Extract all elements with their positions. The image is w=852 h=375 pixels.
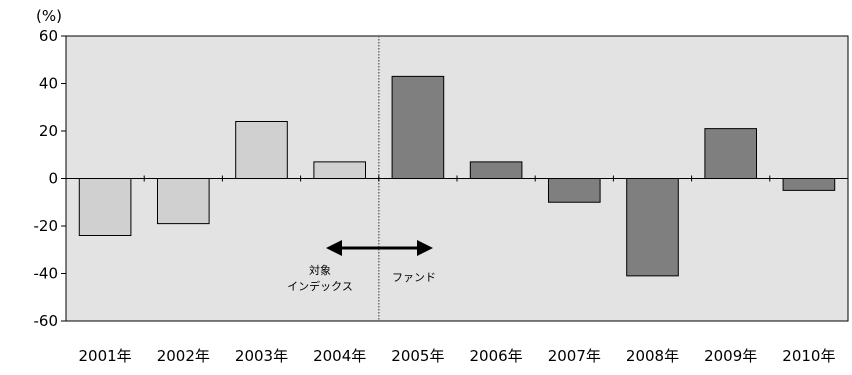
bar-2 xyxy=(157,179,209,224)
annotation-index-label-line1: 対象 xyxy=(309,263,331,277)
y-tick-label: -40 xyxy=(34,265,59,283)
x-tick-label: 2010年 xyxy=(782,347,835,365)
y-tick-label: 40 xyxy=(39,75,58,93)
bar-7 xyxy=(548,179,600,203)
bar-5 xyxy=(392,76,444,178)
x-tick-label: 2005年 xyxy=(391,347,444,365)
bar-4 xyxy=(314,162,366,179)
x-tick-label: 2008年 xyxy=(626,347,679,365)
x-tick-label: 2007年 xyxy=(548,347,601,365)
x-tick-label: 2004年 xyxy=(313,347,366,365)
x-tick-label: 2003年 xyxy=(235,347,288,365)
x-tick-label: 2001年 xyxy=(79,347,132,365)
y-tick-label: -20 xyxy=(34,217,59,235)
bar-8 xyxy=(627,179,679,276)
y-axis: -60 -40 -20 0 20 40 60 xyxy=(34,27,67,330)
x-tick-label: 2002年 xyxy=(157,347,210,365)
bar-10 xyxy=(783,179,835,191)
y-tick-label: 20 xyxy=(39,122,58,140)
y-axis-unit-label: (%) xyxy=(36,7,62,25)
bar-1 xyxy=(79,179,131,236)
y-tick-label: 0 xyxy=(48,170,58,188)
bar-9 xyxy=(705,129,757,179)
x-tick-label: 2009年 xyxy=(704,347,757,365)
bar-3 xyxy=(236,122,288,179)
annotation-fund-label: ファンド xyxy=(392,271,436,284)
y-tick-label: -60 xyxy=(34,312,59,330)
y-tick-label: 60 xyxy=(39,27,58,45)
annotation-index-label-line2: インデックス xyxy=(287,279,353,293)
x-tick-label: 2006年 xyxy=(470,347,523,365)
bar-6 xyxy=(470,162,522,179)
